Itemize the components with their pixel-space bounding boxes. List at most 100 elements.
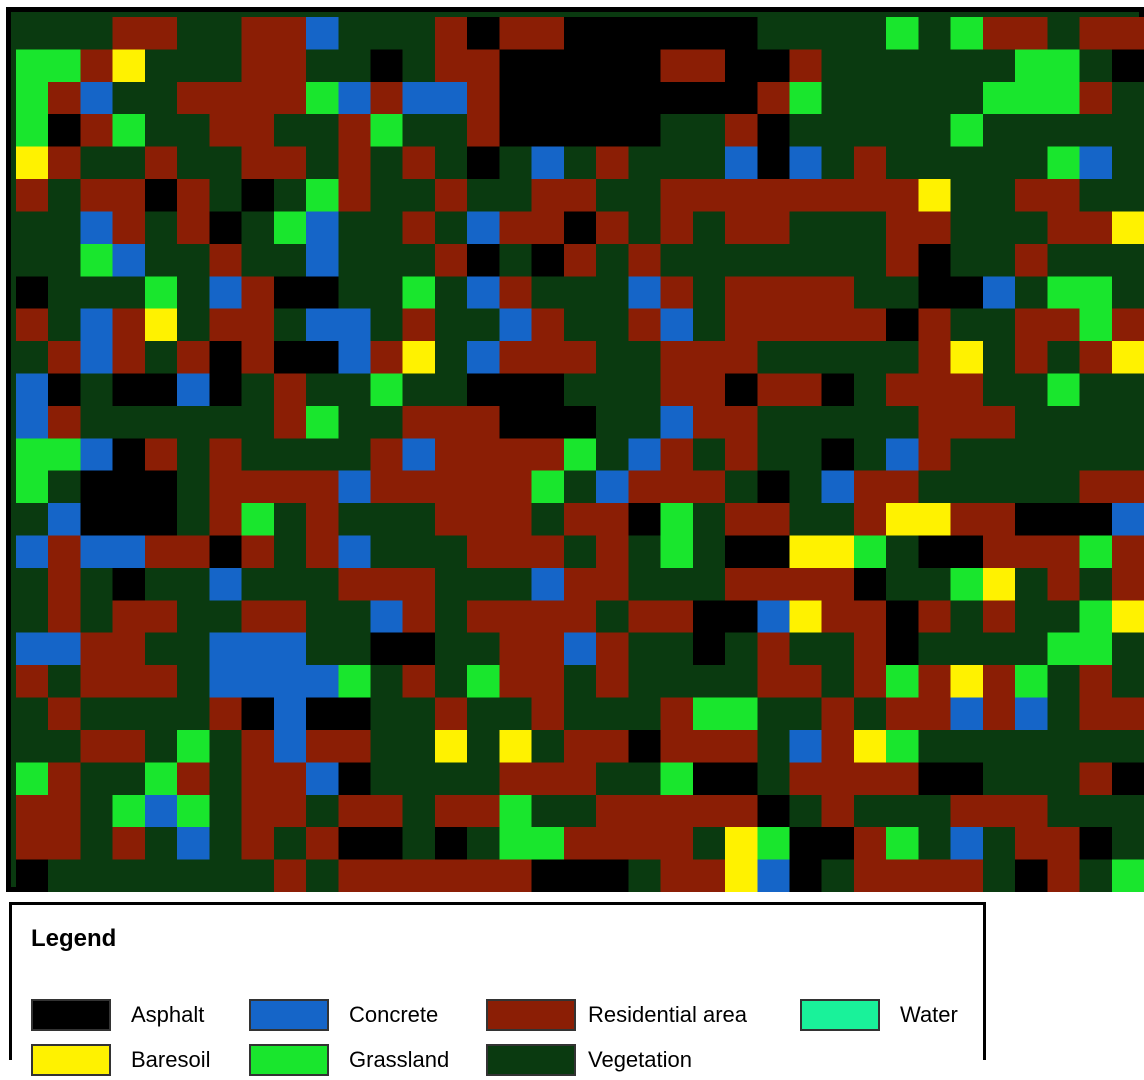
map-cell-residential	[434, 794, 468, 828]
map-cell-asphalt	[563, 49, 597, 83]
map-cell-residential	[596, 567, 629, 601]
map-cell-vegetation	[596, 179, 629, 213]
map-cell-asphalt	[112, 567, 146, 601]
map-cell-vegetation	[821, 243, 855, 277]
map-cell-residential	[241, 729, 275, 763]
map-cell-residential	[402, 308, 436, 342]
map-cell-residential	[241, 114, 275, 148]
map-cell-grassland	[725, 697, 758, 731]
map-cell-residential	[370, 859, 404, 892]
map-cell-residential	[789, 762, 823, 796]
map-cell-concrete	[757, 859, 791, 892]
map-cell-residential	[499, 762, 533, 796]
map-cell-vegetation	[1079, 438, 1113, 472]
map-cell-vegetation	[402, 49, 436, 83]
map-cell-vegetation	[1079, 49, 1113, 83]
map-cell-concrete	[370, 600, 404, 634]
map-cell-vegetation	[177, 697, 210, 731]
map-cell-concrete	[338, 341, 372, 375]
map-cell-asphalt	[531, 859, 565, 892]
map-cell-residential	[499, 470, 533, 504]
map-cell-baresoil	[725, 859, 758, 892]
map-cell-vegetation	[886, 567, 919, 601]
map-cell-asphalt	[692, 81, 726, 115]
map-cell-vegetation	[338, 600, 372, 634]
map-cell-asphalt	[596, 17, 629, 51]
map-cell-residential	[596, 729, 629, 763]
map-cell-concrete	[112, 243, 146, 277]
map-cell-residential	[596, 503, 629, 537]
map-cell-vegetation	[1047, 438, 1081, 472]
map-cell-vegetation	[596, 697, 629, 731]
map-cell-vegetation	[596, 600, 629, 634]
map-cell-residential	[306, 470, 339, 504]
map-cell-grassland	[306, 405, 339, 439]
map-cell-residential	[757, 503, 791, 537]
map-cell-vegetation	[1015, 632, 1048, 666]
map-cell-asphalt	[273, 276, 307, 310]
map-cell-asphalt	[563, 114, 597, 148]
map-cell-vegetation	[757, 697, 791, 731]
map-cell-vegetation	[757, 17, 791, 51]
map-cell-vegetation	[1047, 697, 1081, 731]
map-cell-vegetation	[628, 859, 662, 892]
map-cell-residential	[1015, 827, 1048, 861]
map-cell-residential	[789, 567, 823, 601]
map-cell-residential	[144, 438, 178, 472]
legend-swatch-vegetation	[486, 1044, 576, 1076]
map-cell-grassland	[1047, 49, 1081, 83]
map-cell-residential	[789, 373, 823, 407]
map-cell-residential	[660, 827, 694, 861]
map-cell-vegetation	[950, 81, 984, 115]
map-cell-baresoil	[789, 600, 823, 634]
map-cell-asphalt	[692, 17, 726, 51]
legend-swatch-asphalt	[31, 999, 111, 1031]
map-cell-residential	[338, 179, 372, 213]
map-cell-vegetation	[1015, 405, 1048, 439]
map-cell-grassland	[1015, 49, 1048, 83]
map-cell-residential	[273, 794, 307, 828]
map-cell-residential	[273, 405, 307, 439]
map-cell-residential	[467, 114, 501, 148]
map-cell-grassland	[144, 762, 178, 796]
map-cell-vegetation	[1047, 341, 1081, 375]
map-cell-asphalt	[338, 762, 372, 796]
map-cell-vegetation	[80, 859, 114, 892]
map-cell-residential	[209, 470, 243, 504]
map-cell-vegetation	[1111, 373, 1144, 407]
map-cell-residential	[563, 503, 597, 537]
map-cell-vegetation	[886, 146, 919, 180]
map-cell-vegetation	[853, 81, 887, 115]
map-cell-residential	[757, 567, 791, 601]
map-cell-vegetation	[563, 535, 597, 569]
map-cell-asphalt	[112, 438, 146, 472]
map-cell-residential	[241, 341, 275, 375]
map-cell-concrete	[789, 729, 823, 763]
map-cell-residential	[48, 146, 82, 180]
map-cell-residential	[596, 146, 629, 180]
map-cell-vegetation	[660, 632, 694, 666]
legend-swatch-concrete	[249, 999, 329, 1031]
map-cell-residential	[596, 827, 629, 861]
map-cell-vegetation	[273, 535, 307, 569]
map-cell-residential	[1047, 179, 1081, 213]
map-cell-residential	[982, 17, 1016, 51]
map-cell-asphalt	[886, 632, 919, 666]
map-cell-vegetation	[1015, 470, 1048, 504]
map-cell-vegetation	[950, 146, 984, 180]
map-cell-grassland	[1079, 535, 1113, 569]
map-cell-asphalt	[918, 535, 952, 569]
map-cell-residential	[48, 827, 82, 861]
map-cell-residential	[241, 17, 275, 51]
map-cell-concrete	[467, 276, 501, 310]
map-cell-vegetation	[628, 632, 662, 666]
map-cell-baresoil	[918, 179, 952, 213]
map-cell-concrete	[16, 632, 49, 666]
map-cell-asphalt	[563, 81, 597, 115]
map-cell-asphalt	[950, 535, 984, 569]
map-cell-residential	[112, 17, 146, 51]
map-cell-concrete	[16, 405, 49, 439]
map-cell-residential	[886, 373, 919, 407]
map-cell-residential	[660, 859, 694, 892]
map-cell-asphalt	[950, 762, 984, 796]
